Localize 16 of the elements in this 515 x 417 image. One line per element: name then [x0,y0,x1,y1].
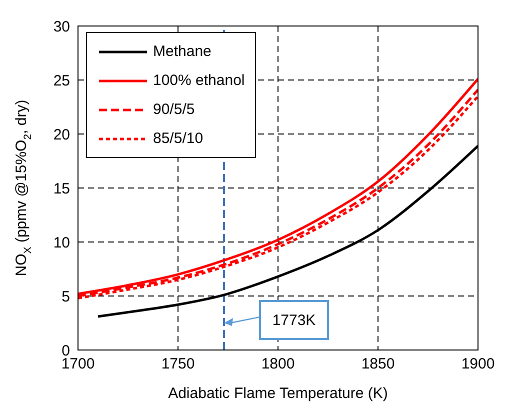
legend-label: 100% ethanol [153,72,245,89]
legend-label: 90/5/5 [153,101,195,118]
y-tick-label: 5 [62,288,70,306]
x-tick-label: 1900 [461,356,495,373]
x-tick-label: 1800 [261,356,295,373]
legend-label: Methane [153,43,212,60]
x-axis-title: Adiabatic Flame Temperature (K) [168,385,388,402]
annotation: 1773K [272,312,316,329]
y-tick-label: 25 [53,72,70,90]
x-tick-label: 1850 [361,356,395,373]
y-tick-label: 15 [53,180,70,198]
legend-label: 85/5/10 [153,130,204,147]
y-tick-label: 30 [53,18,70,36]
x-tick-label: 1750 [161,356,195,373]
y-tick-label: 10 [53,234,70,252]
y-tick-label: 20 [53,126,70,144]
